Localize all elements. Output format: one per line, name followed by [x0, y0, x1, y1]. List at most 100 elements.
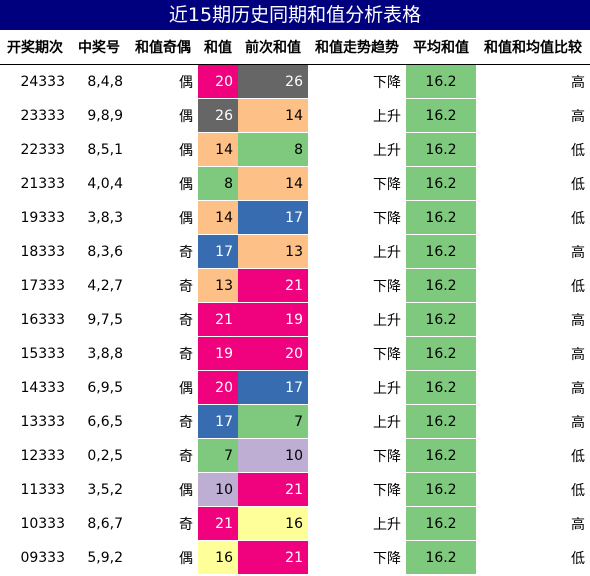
cell-issue: 13333	[0, 404, 70, 439]
cell-average: 16.2	[406, 166, 476, 201]
table-row: 13333 6,6,5 奇 17 7 上升 16.2 高	[0, 404, 590, 439]
cell-sum: 26	[198, 98, 238, 133]
table-row: 23333 9,8,9 偶 26 14 上升 16.2 高	[0, 98, 590, 133]
cell-compare: 低	[476, 268, 590, 303]
cell-parity: 奇	[128, 438, 198, 473]
cell-prev-sum: 17	[238, 200, 308, 235]
cell-average: 16.2	[406, 268, 476, 303]
cell-average: 16.2	[406, 200, 476, 235]
cell-parity: 偶	[128, 472, 198, 507]
cell-numbers: 0,2,5	[70, 438, 128, 473]
cell-average: 16.2	[406, 370, 476, 405]
cell-sum: 7	[198, 438, 238, 473]
cell-trend: 上升	[308, 370, 406, 405]
cell-average: 16.2	[406, 506, 476, 541]
cell-compare: 高	[476, 234, 590, 269]
cell-sum: 13	[198, 268, 238, 303]
cell-numbers: 5,9,2	[70, 540, 128, 575]
cell-prev-sum: 19	[238, 302, 308, 337]
cell-sum: 16	[198, 540, 238, 575]
cell-sum: 14	[198, 132, 238, 167]
cell-average: 16.2	[406, 540, 476, 575]
header-numbers: 中奖号	[70, 30, 128, 65]
cell-issue: 19333	[0, 200, 70, 235]
table-row: 09333 5,9,2 偶 16 21 下降 16.2 低	[0, 540, 590, 575]
cell-issue: 11333	[0, 472, 70, 507]
cell-trend: 上升	[308, 132, 406, 167]
table-row: 14333 6,9,5 偶 20 17 上升 16.2 高	[0, 370, 590, 405]
cell-average: 16.2	[406, 472, 476, 507]
cell-trend: 下降	[308, 472, 406, 507]
cell-prev-sum: 14	[238, 98, 308, 133]
cell-trend: 下降	[308, 268, 406, 303]
cell-numbers: 3,5,2	[70, 472, 128, 507]
header-row: 开奖期次 中奖号 和值奇偶 和值 前次和值 和值走势趋势 平均和值 和值和均值比…	[0, 30, 590, 65]
header-issue: 开奖期次	[0, 30, 70, 65]
cell-average: 16.2	[406, 64, 476, 99]
cell-average: 16.2	[406, 98, 476, 133]
cell-compare: 高	[476, 302, 590, 337]
cell-compare: 低	[476, 166, 590, 201]
cell-parity: 偶	[128, 64, 198, 99]
cell-prev-sum: 26	[238, 64, 308, 99]
cell-numbers: 4,0,4	[70, 166, 128, 201]
table-row: 12333 0,2,5 奇 7 10 下降 16.2 低	[0, 438, 590, 473]
cell-prev-sum: 8	[238, 132, 308, 167]
table-row: 19333 3,8,3 偶 14 17 下降 16.2 低	[0, 200, 590, 235]
cell-sum: 8	[198, 166, 238, 201]
cell-prev-sum: 14	[238, 166, 308, 201]
cell-issue: 24333	[0, 64, 70, 99]
cell-sum: 17	[198, 234, 238, 269]
header-parity: 和值奇偶	[128, 30, 198, 65]
cell-trend: 下降	[308, 64, 406, 99]
cell-numbers: 6,6,5	[70, 404, 128, 439]
cell-issue: 18333	[0, 234, 70, 269]
cell-trend: 上升	[308, 302, 406, 337]
cell-compare: 低	[476, 540, 590, 575]
header-prev-sum: 前次和值	[238, 30, 308, 65]
table-row: 16333 9,7,5 奇 21 19 上升 16.2 高	[0, 302, 590, 337]
cell-issue: 12333	[0, 438, 70, 473]
cell-trend: 下降	[308, 438, 406, 473]
cell-numbers: 8,6,7	[70, 506, 128, 541]
cell-prev-sum: 21	[238, 268, 308, 303]
cell-sum: 17	[198, 404, 238, 439]
cell-trend: 下降	[308, 166, 406, 201]
cell-parity: 奇	[128, 302, 198, 337]
table-row: 24333 8,4,8 偶 20 26 下降 16.2 高	[0, 64, 590, 99]
cell-parity: 奇	[128, 268, 198, 303]
cell-sum: 10	[198, 472, 238, 507]
cell-compare: 低	[476, 200, 590, 235]
cell-compare: 高	[476, 404, 590, 439]
cell-issue: 22333	[0, 132, 70, 167]
cell-issue: 21333	[0, 166, 70, 201]
cell-trend: 下降	[308, 336, 406, 371]
cell-trend: 上升	[308, 506, 406, 541]
header-sum: 和值	[198, 30, 238, 65]
cell-trend: 下降	[308, 540, 406, 575]
cell-prev-sum: 7	[238, 404, 308, 439]
cell-average: 16.2	[406, 132, 476, 167]
cell-compare: 高	[476, 370, 590, 405]
cell-numbers: 6,9,5	[70, 370, 128, 405]
cell-sum: 21	[198, 506, 238, 541]
table-row: 18333 8,3,6 奇 17 13 上升 16.2 高	[0, 234, 590, 269]
cell-prev-sum: 13	[238, 234, 308, 269]
table-row: 21333 4,0,4 偶 8 14 下降 16.2 低	[0, 166, 590, 201]
header-average: 平均和值	[406, 30, 476, 65]
cell-average: 16.2	[406, 234, 476, 269]
cell-issue: 16333	[0, 302, 70, 337]
cell-average: 16.2	[406, 438, 476, 473]
cell-issue: 10333	[0, 506, 70, 541]
cell-parity: 奇	[128, 336, 198, 371]
cell-issue: 15333	[0, 336, 70, 371]
cell-trend: 上升	[308, 404, 406, 439]
header-trend: 和值走势趋势	[308, 30, 406, 65]
cell-sum: 19	[198, 336, 238, 371]
table-row: 15333 3,8,8 奇 19 20 下降 16.2 高	[0, 336, 590, 371]
cell-compare: 高	[476, 336, 590, 371]
cell-issue: 09333	[0, 540, 70, 575]
table-title: 近15期历史同期和值分析表格	[0, 0, 590, 30]
cell-average: 16.2	[406, 336, 476, 371]
cell-average: 16.2	[406, 404, 476, 439]
